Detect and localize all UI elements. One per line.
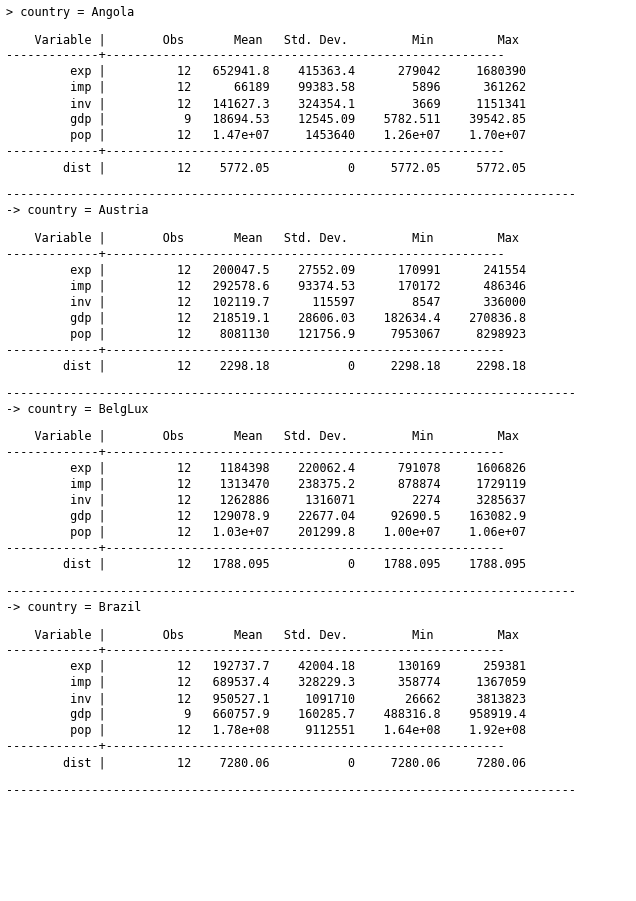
Text: > country = Angola: > country = Angola	[6, 6, 134, 19]
Text: dist |          12    2298.18           0     2298.18     2298.18: dist | 12 2298.18 0 2298.18 2298.18	[6, 359, 526, 373]
Text: pop |          12   1.78e+08     9112551    1.64e+08    1.92e+08: pop | 12 1.78e+08 9112551 1.64e+08 1.92e…	[6, 724, 526, 737]
Text: --------------------------------------------------------------------------------: ----------------------------------------…	[6, 387, 576, 400]
Text: --------------------------------------------------------------------------------: ----------------------------------------…	[6, 784, 576, 796]
Text: imp |          12   689537.4    328229.3      358774     1367059: imp | 12 689537.4 328229.3 358774 136705…	[6, 677, 526, 689]
Text: -> country = Austria: -> country = Austria	[6, 205, 148, 217]
Text: exp |          12   200047.5    27552.09      170991      241554: exp | 12 200047.5 27552.09 170991 241554	[6, 264, 526, 277]
Text: pop |          12   1.03e+07    201299.8    1.00e+07    1.06e+07: pop | 12 1.03e+07 201299.8 1.00e+07 1.06…	[6, 526, 526, 539]
Text: -------------+--------------------------------------------------------: -------------+--------------------------…	[6, 343, 505, 357]
Text: inv |          12   102119.7      115597        8547      336000: inv | 12 102119.7 115597 8547 336000	[6, 296, 526, 309]
Text: exp |          12   652941.8    415363.4      279042     1680390: exp | 12 652941.8 415363.4 279042 168039…	[6, 65, 526, 78]
Text: inv |          12   950527.1     1091710       26662     3813823: inv | 12 950527.1 1091710 26662 3813823	[6, 692, 526, 705]
Text: Variable |        Obs       Mean   Std. Dev.         Min         Max: Variable | Obs Mean Std. Dev. Min Max	[6, 430, 519, 443]
Text: Variable |        Obs       Mean   Std. Dev.         Min         Max: Variable | Obs Mean Std. Dev. Min Max	[6, 628, 519, 642]
Text: Variable |        Obs       Mean   Std. Dev.         Min         Max: Variable | Obs Mean Std. Dev. Min Max	[6, 33, 519, 46]
Text: Variable |        Obs       Mean   Std. Dev.         Min         Max: Variable | Obs Mean Std. Dev. Min Max	[6, 232, 519, 244]
Text: imp |          12      66189    99383.58        5896      361262: imp | 12 66189 99383.58 5896 361262	[6, 81, 526, 95]
Text: gdp |           9   660757.9    160285.7    488316.8    958919.4: gdp | 9 660757.9 160285.7 488316.8 95891…	[6, 708, 526, 722]
Text: -------------+--------------------------------------------------------: -------------+--------------------------…	[6, 644, 505, 658]
Text: exp |          12   192737.7    42004.18      130169      259381: exp | 12 192737.7 42004.18 130169 259381	[6, 660, 526, 673]
Text: -> country = Brazil: -> country = Brazil	[6, 601, 141, 614]
Text: dist |          12    5772.05           0     5772.05     5772.05: dist | 12 5772.05 0 5772.05 5772.05	[6, 161, 526, 174]
Text: --------------------------------------------------------------------------------: ----------------------------------------…	[6, 188, 576, 202]
Text: gdp |          12   218519.1    28606.03    182634.4    270836.8: gdp | 12 218519.1 28606.03 182634.4 2708…	[6, 312, 526, 324]
Text: imp |          12   292578.6    93374.53      170172      486346: imp | 12 292578.6 93374.53 170172 486346	[6, 279, 526, 293]
Text: -> country = BelgLux: -> country = BelgLux	[6, 403, 148, 415]
Text: exp |          12    1184398    220062.4      791078     1606826: exp | 12 1184398 220062.4 791078 1606826	[6, 462, 526, 475]
Text: dist |          12   1788.095           0    1788.095    1788.095: dist | 12 1788.095 0 1788.095 1788.095	[6, 558, 526, 571]
Text: inv |          12    1262886     1316071        2274     3285637: inv | 12 1262886 1316071 2274 3285637	[6, 494, 526, 507]
Text: -------------+--------------------------------------------------------: -------------+--------------------------…	[6, 446, 505, 459]
Text: gdp |          12   129078.9    22677.04     92690.5    163082.9: gdp | 12 129078.9 22677.04 92690.5 16308…	[6, 510, 526, 523]
Text: -------------+--------------------------------------------------------: -------------+--------------------------…	[6, 542, 505, 555]
Text: pop |          12   1.47e+07     1453640    1.26e+07    1.70e+07: pop | 12 1.47e+07 1453640 1.26e+07 1.70e…	[6, 129, 526, 142]
Text: inv |          12   141627.3    324354.1        3669     1151341: inv | 12 141627.3 324354.1 3669 1151341	[6, 97, 526, 110]
Text: -------------+--------------------------------------------------------: -------------+--------------------------…	[6, 50, 505, 62]
Text: imp |          12    1313470    238375.2      878874     1729119: imp | 12 1313470 238375.2 878874 1729119	[6, 478, 526, 491]
Text: -------------+--------------------------------------------------------: -------------+--------------------------…	[6, 145, 505, 159]
Text: --------------------------------------------------------------------------------: ----------------------------------------…	[6, 586, 576, 598]
Text: dist |          12    7280.06           0     7280.06     7280.06: dist | 12 7280.06 0 7280.06 7280.06	[6, 757, 526, 769]
Text: pop |          12    8081130    121756.9     7953067     8298923: pop | 12 8081130 121756.9 7953067 829892…	[6, 328, 526, 341]
Text: -------------+--------------------------------------------------------: -------------+--------------------------…	[6, 248, 505, 260]
Text: gdp |           9   18694.53    12545.09    5782.511    39542.85: gdp | 9 18694.53 12545.09 5782.511 39542…	[6, 114, 526, 126]
Text: -------------+--------------------------------------------------------: -------------+--------------------------…	[6, 741, 505, 753]
